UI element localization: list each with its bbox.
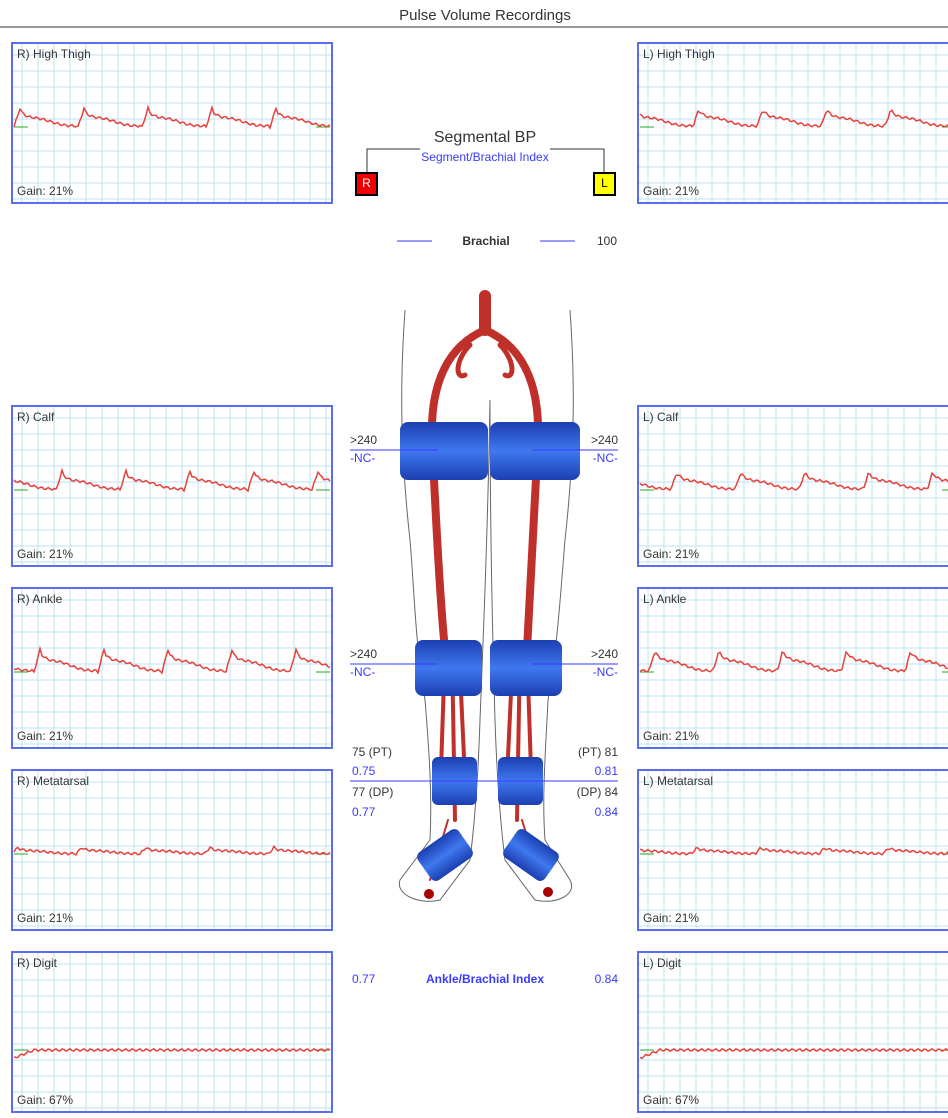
report-title: Pulse Volume Recordings [399,7,571,24]
panel-label: R) Digit [17,956,58,970]
pvr-panel: L) High Thigh Gain: 21% [637,42,948,204]
segment-lines [350,449,618,782]
panel-background [12,952,332,1112]
pvr-panel: R) Metatarsal Gain: 21% [11,769,333,931]
pvr-panel: L) Digit Gain: 67% [637,951,948,1113]
panel-border [637,769,948,931]
pressure: >240 [591,647,618,661]
pressure: >240 [350,433,377,447]
panel-border [637,951,948,1113]
cuffs [400,422,580,881]
gain-label: Gain: 21% [17,184,73,198]
pvr-panel: L) Metatarsal Gain: 21% [637,769,948,931]
panel-border [11,587,333,749]
panel-border [11,951,333,1113]
gain-label: Gain: 67% [643,1093,699,1107]
panel-background [638,406,948,566]
brachial-label: Brachial [462,234,509,248]
waveform [639,650,948,673]
digit-sensor [424,889,434,899]
right-box-label: R [362,176,371,190]
pressure: >240 [591,433,618,447]
pvr-panel: L) Ankle Gain: 21% [637,587,948,749]
panel-background [12,406,332,566]
pressure: (PT) 81 [578,745,618,759]
gain-label: Gain: 21% [17,911,73,925]
panel-label: R) Metatarsal [17,774,89,788]
panel-border [11,405,333,567]
panel-label: L) Calf [643,410,679,424]
panel-background [638,43,948,203]
waveform [639,1047,948,1060]
waveform [639,471,948,492]
panel-label: L) Digit [643,956,682,970]
waveform [13,104,331,130]
bracket [366,148,605,172]
index: 0.75 [352,764,376,778]
segmental-title: Segmental BP [434,129,536,146]
waveform [639,846,948,856]
segmental-subtitle: Segment/Brachial Index [421,150,548,164]
panel-border [11,42,333,204]
index: 0.84 [595,805,619,819]
pvr-panel: R) Calf Gain: 21% [11,405,333,567]
index: 0.81 [595,764,619,778]
panel-label: R) High Thigh [17,47,91,61]
panel-background [638,770,948,930]
waveform [13,844,331,857]
panel-background [12,770,332,930]
abi-left: 0.84 [595,972,619,986]
panel-label: R) Ankle [17,592,63,606]
pressure: 75 (PT) [352,745,392,759]
panel-label: R) Calf [17,410,55,424]
left-box [593,172,616,196]
gain-label: Gain: 21% [643,911,699,925]
left-box-label: L [601,176,608,190]
legs-illustration [398,309,574,902]
index: 0.77 [352,805,376,819]
index: -NC- [350,451,375,465]
panel-label: L) Ankle [643,592,687,606]
right-box [355,172,378,196]
index: -NC- [593,665,618,679]
pressure: 77 (DP) [352,785,393,799]
abi-right: 0.77 [352,972,376,986]
pvr-panel: R) Digit Gain: 67% [11,951,333,1113]
pvr-panel: L) Calf Gain: 21% [637,405,948,567]
waveform [13,467,331,493]
panel-border [637,42,948,204]
panel-background [638,588,948,748]
panel-border [637,587,948,749]
waveform [13,1047,331,1059]
gain-label: Gain: 21% [643,547,699,561]
gain-label: Gain: 21% [17,729,73,743]
index: -NC- [593,451,618,465]
waveform [13,645,331,675]
gain-label: Gain: 67% [17,1093,73,1107]
pvr-panel: R) High Thigh Gain: 21% [11,42,333,204]
panel-background [12,43,332,203]
pressure: >240 [350,647,377,661]
panel-background [12,588,332,748]
digit-sensor [543,887,553,897]
gain-label: Gain: 21% [17,547,73,561]
panels: R) High Thigh Gain: 21% L) High Thigh Gain:… [11,42,948,1113]
abi-label: Ankle/Brachial Index [426,972,544,986]
brachial-value: 100 [597,234,617,248]
index: -NC- [350,665,375,679]
panel-background [638,952,948,1112]
pressure: (DP) 84 [577,785,619,799]
gain-label: Gain: 21% [643,729,699,743]
pvr-panel: R) Ankle Gain: 21% [11,587,333,749]
panel-border [11,769,333,931]
panel-label: L) High Thigh [643,47,715,61]
panel-border [637,405,948,567]
waveform [639,109,948,129]
panel-label: L) Metatarsal [643,774,713,788]
gain-label: Gain: 21% [643,184,699,198]
